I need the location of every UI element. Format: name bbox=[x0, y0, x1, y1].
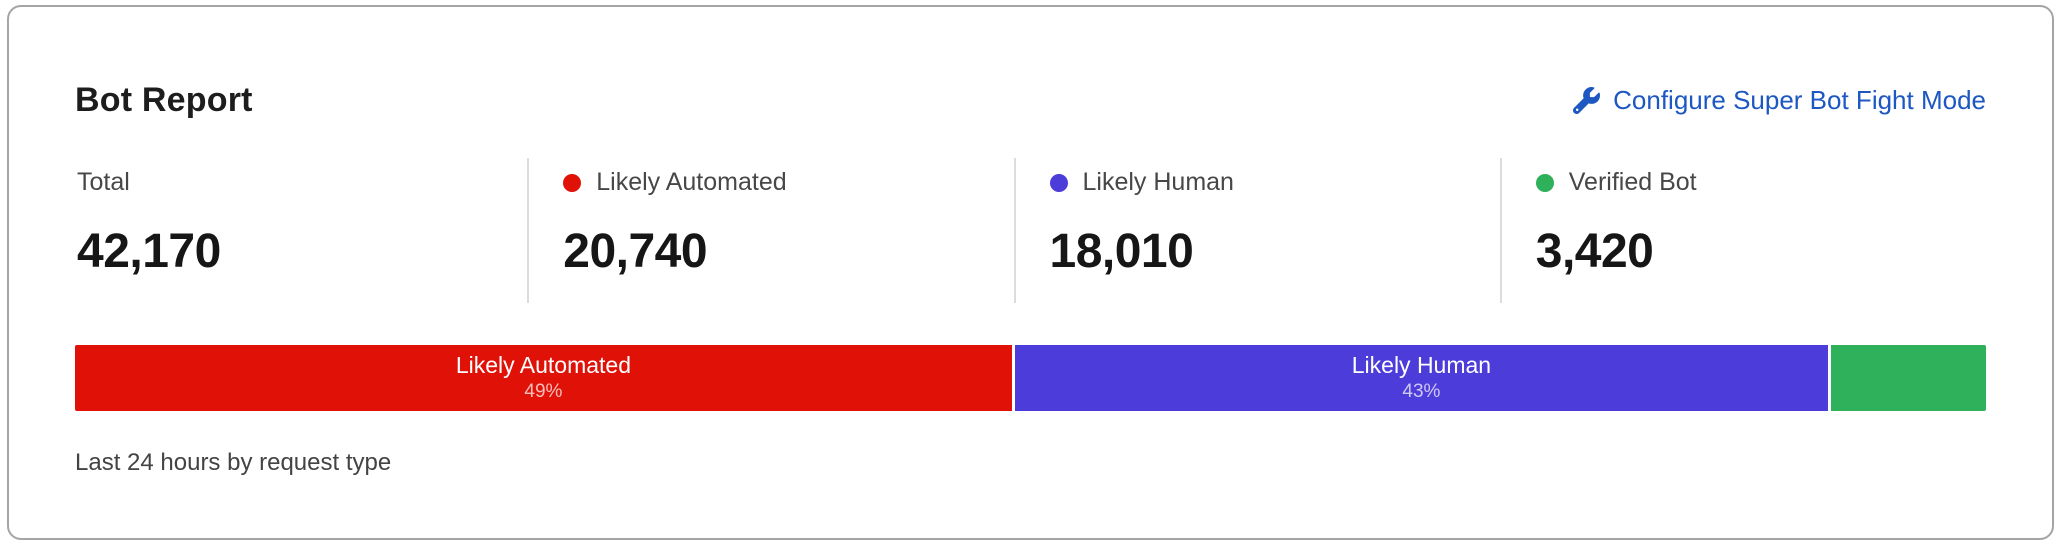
verified-bot-dot-icon bbox=[1535, 173, 1554, 192]
likely-automated-dot-icon bbox=[563, 173, 582, 192]
bot-report-card: Bot Report Configure Super Bot Fight Mod… bbox=[7, 5, 2054, 540]
page-title: Bot Report bbox=[75, 81, 253, 119]
segment-label: Likely Human bbox=[1351, 351, 1492, 378]
stat-likely-human-value: 18,010 bbox=[1049, 225, 1194, 278]
segment-label: Likely Automated bbox=[455, 351, 631, 378]
likely-human-dot-icon bbox=[1049, 173, 1068, 192]
bar-segment-likely-automated: Likely Automated 49% bbox=[75, 345, 1015, 411]
stat-label-text: Likely Automated bbox=[596, 168, 787, 196]
stat-verified-bot: Verified Bot 3,420 bbox=[1499, 158, 1986, 303]
chart-caption: Last 24 hours by request type bbox=[75, 449, 392, 476]
configure-super-bot-fight-mode-link[interactable]: Configure Super Bot Fight Mode bbox=[1573, 85, 1986, 116]
stat-verified-bot-label: Verified Bot bbox=[1535, 168, 1986, 197]
stat-likely-automated: Likely Automated 20,740 bbox=[527, 158, 1013, 303]
stat-label-text: Likely Human bbox=[1082, 168, 1234, 196]
card-header: Bot Report Configure Super Bot Fight Mod… bbox=[75, 81, 1986, 120]
stat-likely-human-label: Likely Human bbox=[1049, 168, 1500, 197]
stat-total: Total 42,170 bbox=[75, 158, 527, 303]
stat-total-label: Total bbox=[77, 168, 130, 196]
stat-likely-human: Likely Human 18,010 bbox=[1013, 158, 1500, 303]
stacked-bar-chart: Likely Automated 49% Likely Human 43% bbox=[75, 345, 1986, 411]
configure-link-label: Configure Super Bot Fight Mode bbox=[1613, 85, 1986, 115]
stat-total-value: 42,170 bbox=[77, 225, 221, 278]
stats-row: Total 42,170 Likely Automated 20,740 Lik… bbox=[75, 158, 1986, 303]
bar-segment-likely-human: Likely Human 43% bbox=[1014, 345, 1832, 411]
bar-segment-verified-bot bbox=[1831, 345, 1986, 411]
stat-likely-automated-value: 20,740 bbox=[563, 225, 708, 278]
wrench-icon bbox=[1573, 87, 1601, 114]
stat-label-text: Verified Bot bbox=[1568, 168, 1697, 196]
stat-likely-automated-label: Likely Automated bbox=[563, 168, 1013, 197]
segment-percent: 49% bbox=[524, 381, 563, 403]
segment-percent: 43% bbox=[1402, 381, 1441, 403]
stat-verified-bot-value: 3,420 bbox=[1535, 225, 1654, 278]
